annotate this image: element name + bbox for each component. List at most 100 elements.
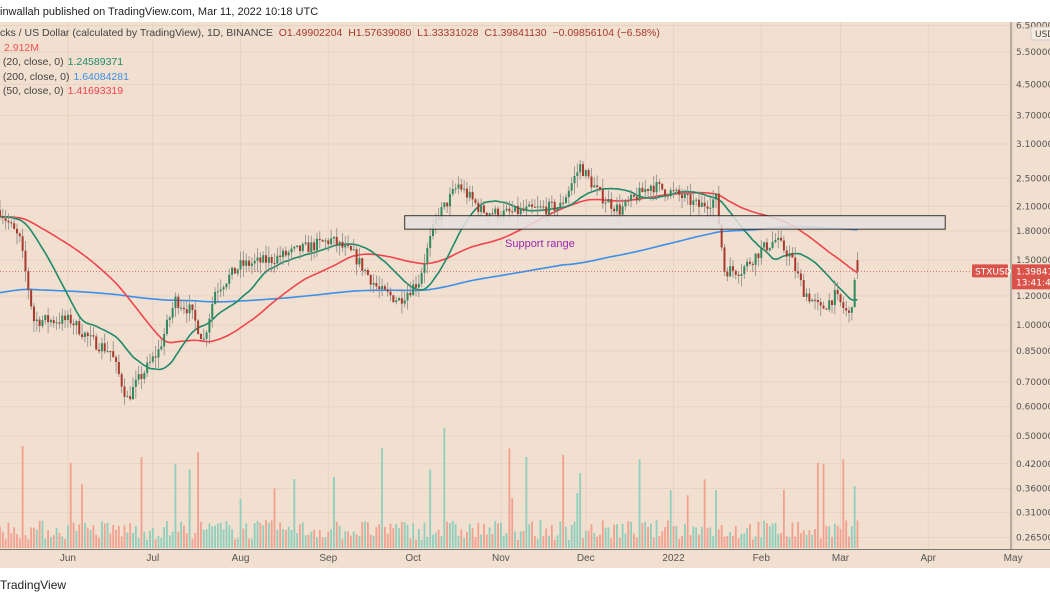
volume-bar	[533, 536, 536, 548]
volume-bar	[848, 536, 850, 548]
volume-bar	[44, 538, 47, 548]
candle-body	[598, 186, 601, 190]
volume-bar	[488, 527, 491, 548]
support-range-box	[404, 215, 946, 230]
volume-bar	[200, 521, 202, 548]
volume-bar	[443, 428, 446, 548]
volume-bar	[627, 521, 630, 548]
candle-body	[188, 304, 191, 314]
candle-body	[519, 208, 522, 215]
volume-bar	[780, 533, 782, 548]
chart-plot-area[interactable]	[0, 22, 1050, 549]
volume-bar	[67, 525, 69, 548]
candle-body	[831, 300, 834, 306]
volume-bar	[760, 537, 763, 548]
candle-body	[726, 271, 729, 277]
legend-ma50-row: (50, close, 0) 1.41693319	[0, 84, 660, 99]
candle-body	[488, 213, 491, 216]
candle-body	[454, 188, 457, 190]
candle-body	[850, 307, 853, 313]
candle-body	[41, 320, 44, 327]
legend-change: −0.09856104 (−6.58%)	[552, 27, 660, 39]
volume-bar	[548, 535, 550, 548]
volume-bar	[593, 533, 596, 548]
candle-body	[692, 200, 695, 205]
candle-body	[182, 307, 185, 310]
volume-bar	[647, 526, 649, 548]
candle-body	[267, 257, 270, 263]
time-axis[interactable]	[0, 549, 1050, 569]
candle-body	[265, 255, 268, 263]
candle-body	[262, 255, 265, 263]
candle-body	[129, 396, 132, 400]
legend-volume: 2.912M	[4, 41, 40, 54]
volume-bar	[570, 524, 573, 548]
volume-bar	[471, 528, 474, 548]
candle-body	[4, 218, 7, 221]
candle-body	[219, 289, 222, 292]
candle-body	[21, 236, 24, 251]
candle-body	[734, 270, 737, 275]
volume-bar	[468, 524, 471, 548]
volume-bar	[717, 529, 720, 548]
candle-body	[511, 211, 514, 213]
candle-body	[35, 319, 38, 322]
volume-bar	[313, 529, 316, 548]
volume-bar	[797, 522, 799, 548]
volume-bar	[259, 522, 262, 548]
candle-body	[573, 176, 576, 184]
candle-body	[533, 206, 536, 208]
candle-body	[768, 247, 771, 251]
volume-bar	[367, 522, 369, 548]
volume-bar	[330, 529, 333, 548]
volume-bar	[4, 539, 7, 548]
candle-body	[341, 241, 344, 248]
volume-bar	[400, 521, 403, 548]
volume-bar	[180, 521, 183, 548]
candle-body	[658, 182, 661, 184]
candle-body	[259, 257, 262, 263]
candle-body	[344, 244, 347, 248]
volume-bar	[732, 535, 734, 548]
volume-bar	[601, 520, 604, 548]
volume-bar	[177, 531, 180, 548]
volume-bar	[449, 523, 451, 548]
volume-bar	[321, 537, 324, 548]
candle-body	[618, 204, 621, 215]
volume-bar	[409, 538, 412, 548]
volume-bar	[276, 529, 279, 548]
candle-body	[700, 202, 703, 208]
candle-body	[38, 319, 41, 327]
candle-body	[64, 315, 67, 321]
volume-bar	[372, 535, 375, 548]
volume-bar	[559, 521, 562, 548]
volume-bar	[771, 523, 774, 548]
x-tick-label: Apr	[920, 553, 937, 564]
volume-bar	[565, 526, 567, 548]
candle-body	[270, 257, 273, 263]
candle-body	[400, 298, 403, 304]
x-tick-label: Feb	[752, 553, 770, 564]
volume-bar	[197, 452, 199, 548]
candle-body	[216, 291, 219, 293]
y-tick-label: 2.50000	[1016, 174, 1050, 184]
candle-body	[661, 183, 664, 190]
y-tick-label: 0.70000	[1016, 378, 1050, 388]
x-tick-label: Nov	[492, 553, 510, 564]
volume-bar	[664, 527, 666, 548]
candle-body	[856, 260, 859, 272]
volume-bar	[24, 535, 27, 548]
candle-body	[802, 280, 805, 297]
candle-body	[757, 253, 760, 259]
candle-body	[228, 274, 231, 284]
volume-bar	[333, 476, 335, 548]
candle-body	[712, 199, 715, 208]
volume-bar	[833, 523, 836, 548]
volume-bar	[723, 536, 726, 548]
y-tick-label: 2.10000	[1016, 202, 1050, 212]
volume-bar	[55, 527, 58, 548]
candle-body	[112, 351, 115, 358]
candle-body	[714, 193, 717, 200]
volume-bar	[41, 520, 44, 548]
